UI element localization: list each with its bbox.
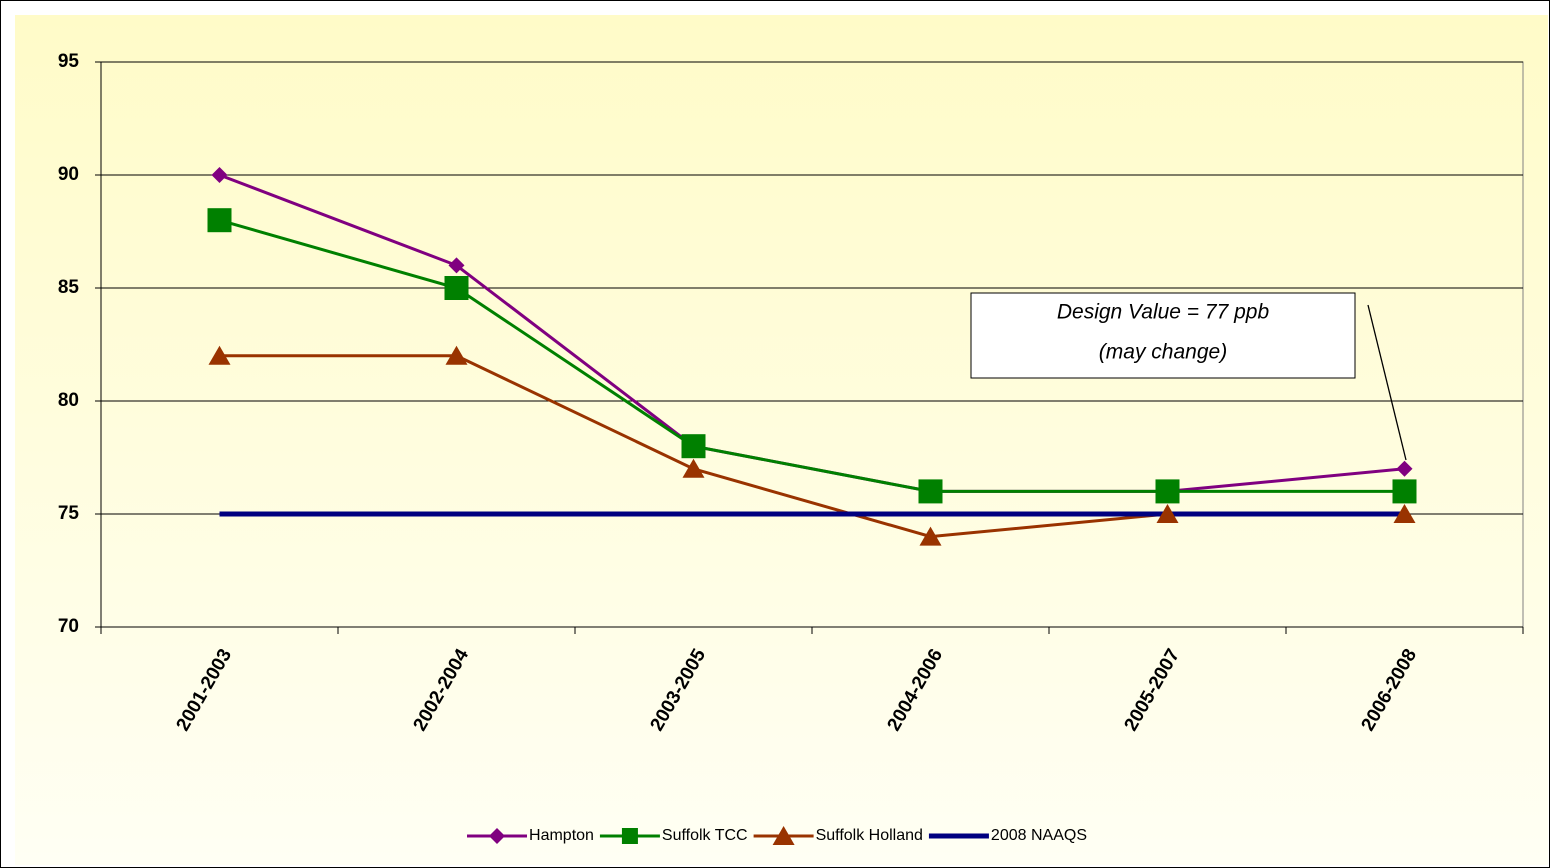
marker <box>211 167 228 183</box>
annotation-box <box>970 292 1356 379</box>
y-tick-label: 95 <box>58 51 80 72</box>
y-tick-label: 75 <box>58 503 80 524</box>
marker <box>208 345 231 365</box>
y-tick-label: 80 <box>58 390 79 411</box>
legend-label: Hampton <box>529 827 594 844</box>
marker <box>448 257 465 274</box>
marker <box>1155 479 1180 504</box>
marker <box>621 828 638 844</box>
legend: Hampton Suffolk TCC Suffolk Holland 2008 NA… <box>467 826 1087 845</box>
annotation-text: (may change) <box>1099 341 1227 364</box>
y-tick-label: 85 <box>58 277 80 298</box>
y-tick-label: 90 <box>58 164 79 185</box>
legend-label: Suffolk Holland <box>816 827 923 844</box>
marker <box>1396 460 1413 477</box>
legend-label: 2008 NAAQS <box>991 827 1087 844</box>
marker <box>1393 504 1416 523</box>
y-tick-label: 70 <box>58 616 79 637</box>
marker <box>919 526 942 546</box>
chart-background <box>15 15 1548 865</box>
marker <box>489 828 506 844</box>
series-line <box>219 218 1405 493</box>
annotation-arrow <box>1367 304 1407 461</box>
marker <box>207 208 232 233</box>
marker <box>681 434 706 459</box>
marker <box>445 345 468 365</box>
marker <box>918 479 943 504</box>
marker <box>444 276 469 300</box>
marker <box>772 826 795 845</box>
marker <box>1392 479 1417 504</box>
marker <box>1156 504 1179 523</box>
marker <box>682 458 705 478</box>
annotation-text: Design Value = 77 ppb <box>1057 301 1270 324</box>
legend-label: Suffolk TCC <box>662 827 748 844</box>
